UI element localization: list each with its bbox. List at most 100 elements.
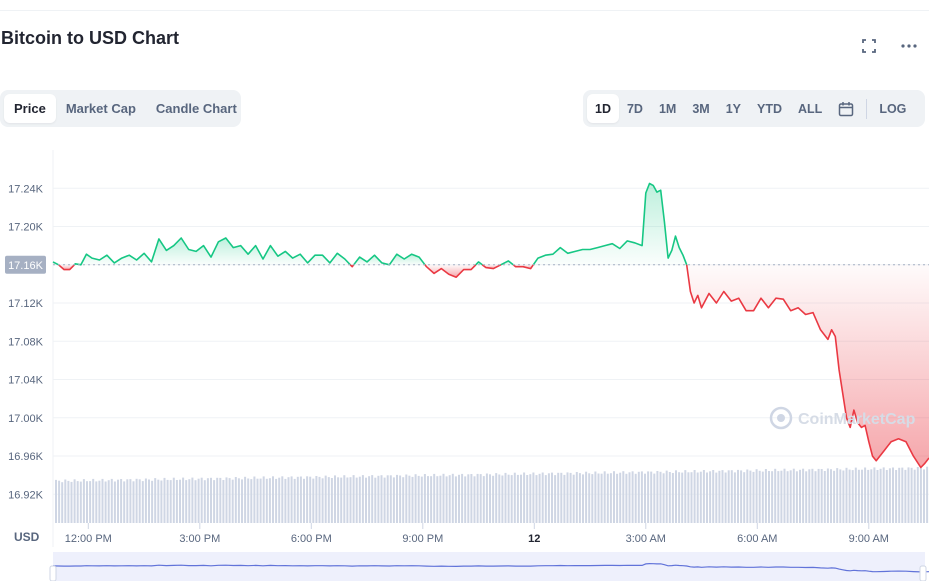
volume-bar — [334, 475, 336, 523]
volume-bar — [554, 475, 557, 523]
volume-bar — [826, 468, 829, 523]
range-3m[interactable]: 3M — [692, 101, 710, 116]
volume-bar — [213, 480, 216, 523]
volume-bar — [879, 468, 882, 523]
log-scale-toggle[interactable]: LOG — [879, 101, 907, 116]
volume-bar — [520, 474, 522, 523]
volume-bar — [665, 470, 668, 523]
volume-bar — [823, 471, 826, 523]
y-tick-label: 17.00K — [8, 413, 44, 425]
area-above-reference — [74, 238, 351, 265]
y-tick-label: 16.92K — [8, 489, 44, 501]
volume-bar — [585, 471, 588, 523]
more-options-icon[interactable] — [897, 34, 921, 58]
volume-bar — [485, 473, 488, 523]
volume-bar — [433, 473, 436, 523]
volume-bar — [681, 472, 684, 523]
reference-price-label: 17.16K — [8, 260, 44, 272]
volume-bar — [337, 477, 340, 523]
tab-candle-chart[interactable]: Candle Chart — [155, 101, 237, 116]
volume-bar — [600, 473, 603, 523]
volume-bar — [563, 474, 566, 523]
range-1m[interactable]: 1M — [658, 101, 677, 116]
range-1d[interactable]: 1D — [587, 94, 619, 123]
range-all[interactable]: ALL — [798, 101, 823, 116]
volume-bar — [690, 472, 693, 523]
volume-bar — [275, 478, 278, 523]
volume-bar — [219, 477, 222, 523]
volume-bar — [55, 479, 57, 523]
volume-bar — [575, 472, 578, 523]
volume-bar — [842, 470, 845, 523]
volume-bar — [200, 477, 203, 523]
volume-bar — [740, 470, 743, 523]
fullscreen-icon-glyph — [862, 39, 876, 53]
fullscreen-icon[interactable] — [857, 34, 881, 58]
volume-bar — [148, 479, 150, 523]
volume-bar — [805, 471, 808, 523]
volume-bar — [194, 480, 197, 523]
volume-bar — [907, 467, 910, 523]
volume-bar — [802, 468, 805, 523]
area-below-reference — [686, 264, 929, 468]
x-tick-label: 6:00 PM — [291, 533, 332, 545]
volume-bar — [98, 480, 101, 523]
tab-market-cap[interactable]: Market Cap — [65, 101, 136, 116]
volume-bar — [833, 470, 836, 523]
volume-bar — [777, 471, 780, 523]
volume-bar — [861, 469, 863, 523]
volume-bar — [895, 470, 898, 523]
volume-bar — [625, 473, 628, 523]
x-tick-label: 3:00 AM — [626, 533, 666, 545]
volume-bar — [95, 481, 98, 523]
volume-bar — [867, 469, 870, 523]
volume-bar — [551, 472, 553, 523]
volume-bar — [789, 470, 792, 523]
volume-bar — [513, 472, 516, 523]
volume-bar — [160, 480, 163, 523]
volume-bar — [86, 481, 88, 523]
range-ytd[interactable]: YTD — [757, 101, 783, 116]
volume-bar — [848, 469, 851, 523]
y-tick-label: 17.12K — [8, 298, 44, 310]
volume-bar — [371, 475, 374, 523]
calendar-icon[interactable] — [830, 94, 862, 123]
volume-bar — [547, 473, 550, 523]
volume-bar — [662, 473, 665, 523]
volume-bar — [696, 472, 699, 523]
volume-bar — [377, 475, 380, 523]
navigator-handle-left — [49, 565, 57, 581]
volume-bar — [157, 479, 160, 523]
range-1y[interactable]: 1Y — [725, 101, 742, 116]
grid-layer — [52, 150, 929, 547]
tab-price[interactable]: Price — [4, 94, 56, 123]
volume-bar — [169, 480, 172, 523]
area-below-reference — [350, 264, 354, 267]
volume-bar — [712, 470, 715, 523]
volume-bar — [461, 473, 464, 523]
volume-bar — [755, 469, 758, 523]
volume-bar — [771, 471, 774, 523]
volume-bar — [653, 473, 656, 523]
volume-bar — [67, 480, 70, 523]
volume-bar — [764, 469, 767, 523]
price-segment-down — [424, 264, 477, 278]
volume-bar — [699, 471, 702, 523]
volume-bar — [315, 476, 318, 523]
area-below-reference — [425, 264, 476, 278]
volume-bars — [55, 466, 929, 523]
volume-bar — [482, 476, 485, 523]
area-above-reference — [475, 261, 483, 265]
range-7d[interactable]: 7D — [626, 101, 643, 116]
x-tick-label: 6:00 AM — [737, 533, 777, 545]
volume-bar — [541, 472, 544, 523]
navigator — [49, 552, 929, 581]
volume-bar — [619, 472, 622, 523]
volume-bar — [659, 471, 662, 523]
volume-bar — [445, 476, 448, 523]
volume-bar — [851, 470, 854, 523]
area-above-reference — [533, 183, 687, 265]
volume-bar — [709, 471, 712, 523]
volume-bar — [919, 468, 922, 523]
volume-bar — [179, 479, 181, 523]
